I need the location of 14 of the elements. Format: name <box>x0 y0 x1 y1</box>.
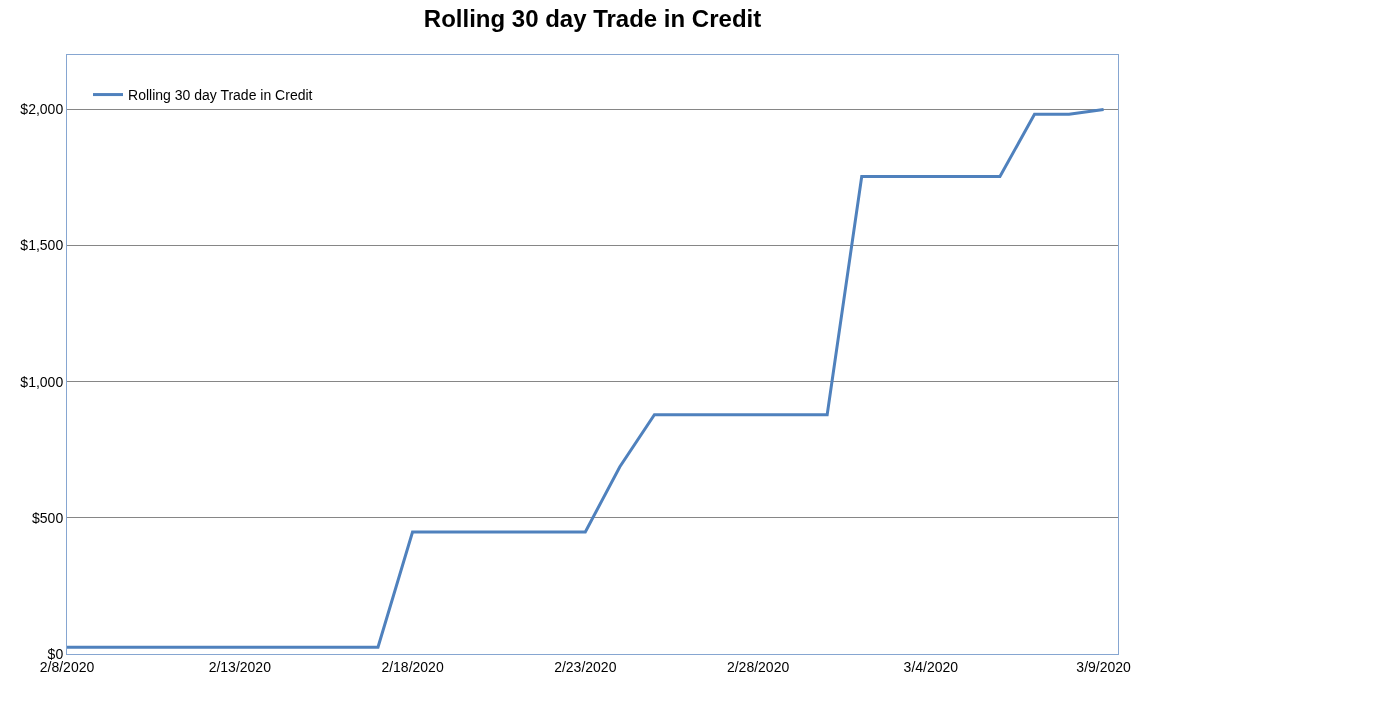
x-tick-label: 3/4/2020 <box>903 658 959 675</box>
y-tick-label: $500 <box>32 509 64 526</box>
x-tick-label: 2/18/2020 <box>381 658 444 675</box>
y-tick-label: $1,000 <box>20 373 64 390</box>
chart-title: Rolling 30 day Trade in Credit <box>423 5 762 33</box>
y-tick-label: $1,500 <box>20 237 64 254</box>
y-tick-label: $0 <box>47 645 64 662</box>
y-tick-label: $2,000 <box>20 101 64 118</box>
x-tick-label: 2/28/2020 <box>726 658 790 675</box>
x-tick-label: 2/13/2020 <box>208 658 272 675</box>
x-tick-label: 3/9/2020 <box>1076 658 1132 675</box>
x-tick-label: 2/23/2020 <box>554 658 617 675</box>
line-series <box>67 107 1106 649</box>
legend-label: Rolling 30 day Trade in Credit <box>128 87 313 104</box>
